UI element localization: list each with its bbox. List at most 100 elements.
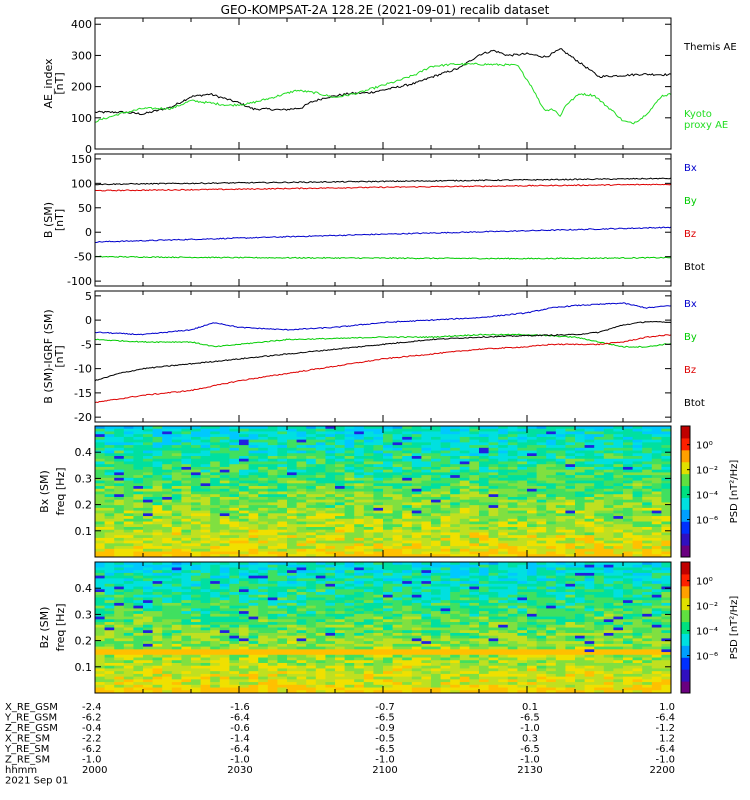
orbit-cell: -6.4 [230,713,250,724]
legend-entry: Themis AE [683,42,737,53]
series-line-btot [94,177,672,186]
orbit-cell: -6.5 [375,744,395,755]
orbit-cell: -1.0 [375,755,395,766]
y-tick-label: 150 [71,153,92,166]
spectrogram-bx_spec [95,426,672,558]
colorbar-tick-label: 10⁻² [696,602,718,613]
orbit-cell: 2030 [227,765,252,776]
colorbar-label: PSD [nT²/Hz] [729,596,740,660]
orbit-row-label: Z_RE_SM [5,755,50,766]
y-tick-label: 0.4 [75,582,93,595]
y-tick-label: -15 [74,387,92,400]
orbit-cell: -0.7 [375,702,395,713]
colorbar-tick-label: 10⁻⁶ [696,516,718,527]
series-line-bz [94,183,672,192]
plot-frame [94,17,672,150]
panel-title: Bz (SM) [38,607,51,649]
legend-entry: proxy AE [684,120,728,131]
y-tick-label: 0.1 [75,525,93,538]
series-line-bx [95,226,672,243]
y-tick-label: -10 [74,363,92,376]
figure-title: GEO-KOMPSAT-2A 128.2E (2021-09-01) recal… [221,3,550,17]
y-tick-label: 0 [85,143,92,156]
panel-bx_spec: 10⁰ 10⁻² 10⁻⁴ 10⁻⁶ PSD [nT²/Hz] Bx (SM) freq [… [38,425,740,558]
orbit-cell: -6.5 [520,713,540,724]
orbit-cell: -0.9 [375,723,395,734]
y-tick-label: 0.4 [75,446,93,459]
orbit-cell: -1.2 [655,723,675,734]
orbit-cell: 1.2 [659,734,675,745]
orbit-cell: -0.4 [82,723,102,734]
orbit-row-label: Y_RE_SM [4,744,49,755]
orbit-row-label: hhmm [5,765,37,776]
colorbar-tick-label: 10⁻⁴ [696,627,718,638]
orbit-cell: 0.3 [522,734,538,745]
orbit-cell: -1.0 [655,755,675,766]
y-tick-label: 50 [78,202,92,215]
y-tick-label: 100 [71,112,92,125]
y-axis-label: freq [Hz] [54,603,67,651]
series-line-btot [94,320,672,382]
y-axis-label: [nT] [53,345,66,367]
legend-entry: By [684,196,697,207]
y-tick-label: -50 [74,251,92,264]
orbit-cell: 0.1 [522,702,538,713]
orbit-cell: -6.4 [655,744,675,755]
y-tick-label: -20 [74,411,92,424]
orbit-cell: 2100 [372,765,397,776]
legend-entry: Bz [684,365,696,376]
orbit-cell: -1.4 [230,734,250,745]
series-line-themis-ae [94,48,672,116]
orbit-cell: -2.2 [82,734,102,745]
legend-entry: By [684,332,697,343]
colorbar-tick-label: 10⁻² [696,466,718,477]
orbit-cell: -0.6 [230,723,250,734]
orbit-row-label: X_RE_SM [5,734,50,745]
y-tick-label: 0 [85,226,92,239]
orbit-cell: -6.4 [230,744,250,755]
orbit-date: 2021 Sep 01 [5,776,68,787]
y-tick-label: 5 [85,290,92,303]
orbit-cell: 2200 [650,765,675,776]
orbit-cell: -6.2 [82,744,102,755]
series-line-bx [94,302,672,336]
series-line-by [94,255,672,260]
orbit-cell: 2000 [82,765,107,776]
y-tick-label: 0.2 [75,635,93,648]
legend-entry: Btot [684,398,705,409]
y-tick-label: 0.2 [75,499,93,512]
y-tick-label: 300 [71,49,92,62]
y-tick-label: 200 [71,81,92,94]
panel-title: Bx (SM) [38,470,51,513]
orbit-cell: -1.0 [520,723,540,734]
legend-entry: Kyoto [684,109,712,120]
y-tick-label: -5 [81,338,92,351]
y-tick-label: 100 [71,177,92,190]
legend-entry: Bx [684,299,697,310]
y-axis-label: AE_index [42,58,55,109]
y-tick-label: 0.1 [75,661,93,674]
y-tick-label: 0.3 [75,608,93,621]
spectrogram-bz_spec [95,562,672,694]
orbit-cell: -6.4 [655,713,675,724]
y-axis-label: [nT] [53,209,66,231]
orbit-cell: 1.0 [659,702,675,713]
y-axis-label: B (SM) [42,202,55,238]
orbit-row-label: X_RE_GSM [5,702,58,713]
legend-entry: Bz [684,229,696,240]
y-tick-label: -100 [67,275,92,288]
y-tick-label: 400 [71,18,92,31]
legend-entry: Bx [684,163,697,174]
orbit-cell: -6.2 [82,713,102,724]
orbit-row-label: Y_RE_GSM [4,713,57,724]
colorbar-tick-label: 10⁻⁴ [696,491,718,502]
y-axis-label: B (SM)-IGRF (SM) [42,309,55,403]
plot-frame [94,290,672,423]
y-axis-label: freq [Hz] [54,467,67,515]
panel-bsm: Bx By Bz Btot B (SM)[nT] -100 -50 0 50 100 150 [42,153,705,288]
colorbar-tick-label: 10⁰ [696,441,713,452]
colorbar-bz_spec: 10⁰ 10⁻² 10⁻⁴ 10⁻⁶ PSD [nT²/Hz] [680,561,740,694]
plot-frame [94,153,672,287]
